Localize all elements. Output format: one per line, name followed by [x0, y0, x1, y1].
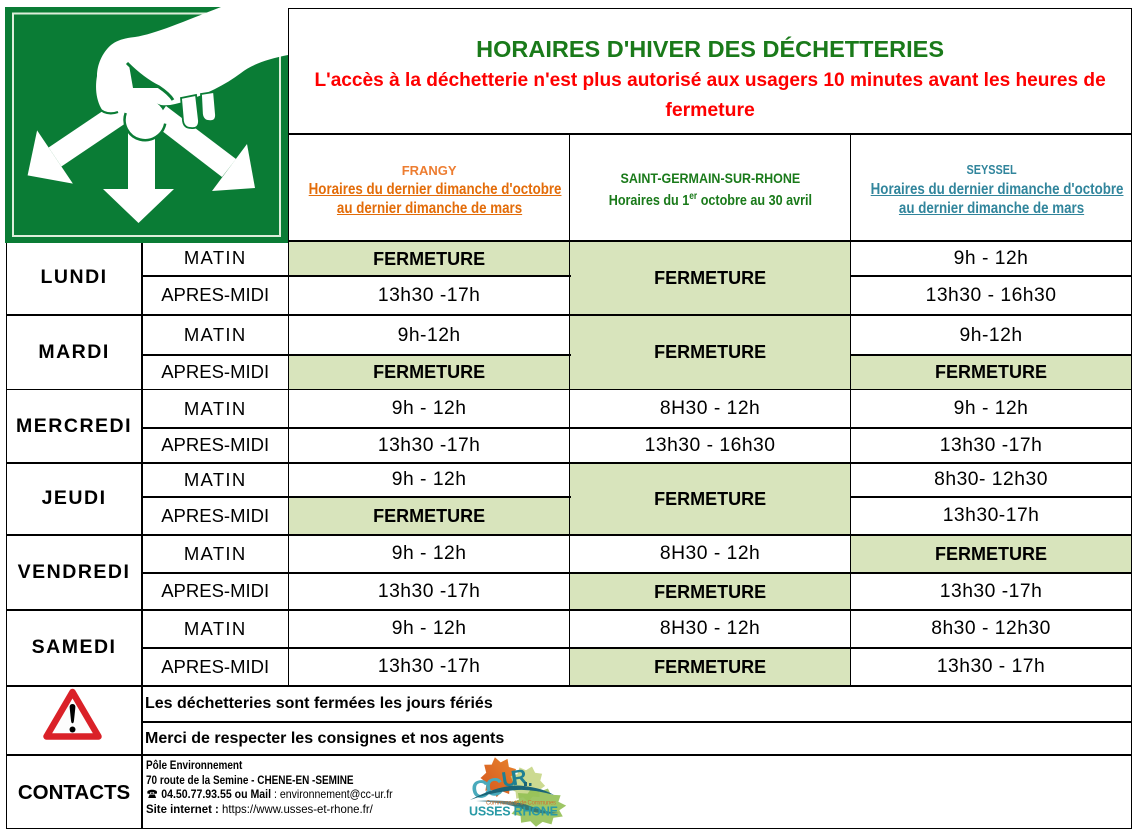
- svg-text:Communauté de Communes: Communauté de Communes: [486, 801, 556, 807]
- svg-text:USSES RHONE: USSES RHONE: [469, 805, 558, 819]
